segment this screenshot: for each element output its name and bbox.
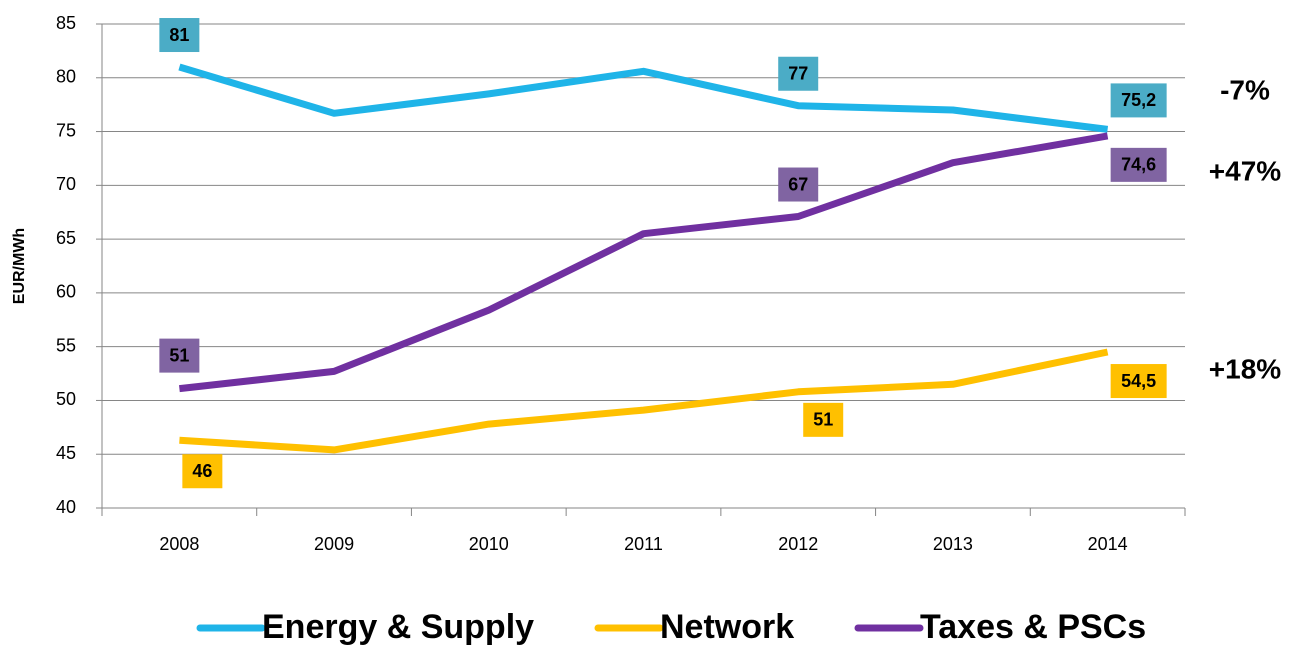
x-tick-label: 2008 [159,534,199,554]
change-annotation: +47% [1209,155,1281,186]
x-tick-label: 2014 [1088,534,1128,554]
data-label-box [159,18,200,53]
data-label: 51 [169,345,189,365]
y-tick-label: 45 [56,443,76,463]
x-tick-label: 2012 [778,534,818,554]
data-label: 75,2 [1121,90,1156,110]
data-label: 67 [788,174,808,194]
data-label-box [778,167,819,202]
data-label: 81 [169,25,189,45]
change-annotation: -7% [1220,74,1270,105]
y-tick-label: 85 [56,13,76,33]
data-label-box [182,454,223,489]
data-label-box [778,56,819,91]
y-tick-label: 60 [56,282,76,302]
x-tick-label: 2011 [624,534,663,554]
y-tick-label: 55 [56,335,76,355]
data-label-box [1110,83,1167,118]
data-label-box [1110,364,1167,399]
data-label-box [803,402,844,437]
legend-label: Network [660,608,794,646]
y-tick-label: 50 [56,389,76,409]
y-tick-label: 75 [56,120,76,140]
legend-label: Taxes & PSCs [920,608,1146,646]
y-axis-label: EUR/MWh [11,228,28,304]
data-label: 51 [813,410,833,430]
series-line [179,348,1109,454]
y-tick-label: 80 [56,67,76,87]
x-tick-label: 2009 [314,534,354,554]
x-tick-label: 2013 [933,534,973,554]
data-label-box [159,338,200,373]
y-tick-label: 40 [56,497,76,517]
data-label: 74,6 [1121,155,1156,175]
legend-label: Energy & Supply [262,608,534,646]
series-line [178,63,1109,133]
y-tick-label: 65 [56,228,76,248]
data-label: 54,5 [1121,371,1156,391]
data-label-box [1110,147,1167,182]
change-annotation: +18% [1209,353,1281,384]
series-line [179,132,1109,393]
data-label: 46 [192,461,212,481]
x-tick-label: 2010 [469,534,509,554]
data-label: 77 [788,63,808,83]
y-tick-label: 70 [56,174,76,194]
